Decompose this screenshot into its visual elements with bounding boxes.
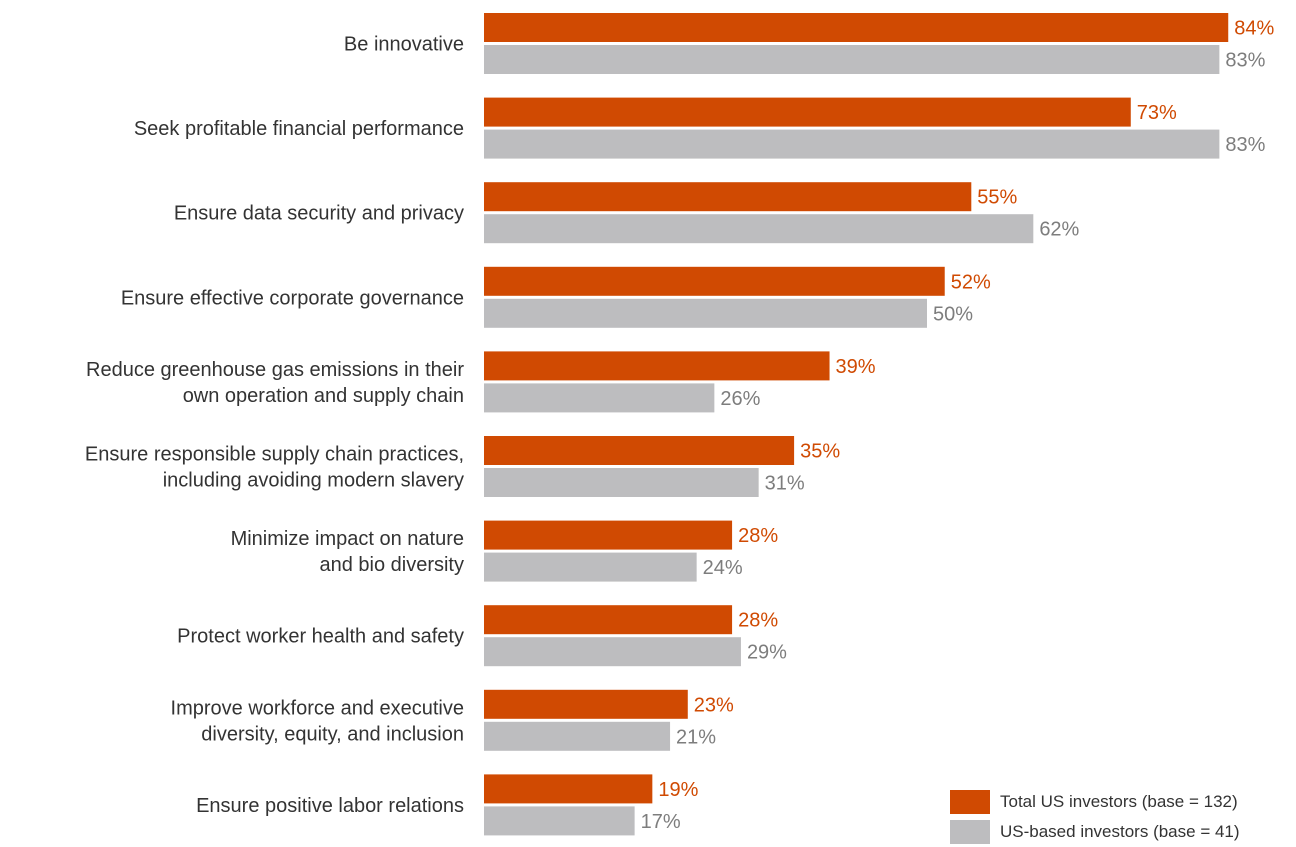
value-label-us-based: 17%	[641, 811, 681, 833]
bar-us-based	[484, 298, 927, 328]
legend-label-us-based: US-based investors (base = 41)	[1000, 822, 1240, 841]
category-label: Protect worker health and safety	[177, 626, 464, 648]
value-label-us-based: 83%	[1225, 50, 1265, 72]
legend-item-total: Total US investors (base = 132)	[950, 787, 1240, 817]
category-label: Seek profitable financial performance	[134, 118, 464, 140]
bar-us-based	[484, 214, 1034, 244]
category-label: Ensure responsible supply chain practice…	[85, 444, 464, 492]
bar-total-us	[484, 97, 1131, 127]
bar-us-based	[484, 45, 1220, 74]
value-label-total-us: 28%	[738, 610, 778, 632]
bar-us-based	[484, 552, 697, 582]
bar-total-us	[484, 266, 945, 296]
category-label: Ensure data security and privacy	[174, 203, 464, 225]
category-label: Ensure positive labor relations	[196, 795, 464, 817]
value-label-us-based: 29%	[747, 642, 787, 664]
value-label-us-based: 26%	[720, 388, 760, 410]
category-label: Be innovative	[344, 34, 464, 56]
bar-us-based	[484, 129, 1220, 159]
bar-us-based	[484, 721, 671, 751]
category-label: Minimize impact on nature and bio diversi…	[231, 528, 464, 576]
bar-total-us	[484, 351, 830, 381]
bar-total-us	[484, 520, 733, 550]
bar-us-based	[484, 637, 741, 667]
value-label-total-us: 35%	[800, 441, 840, 463]
legend-label-total: Total US investors (base = 132)	[1000, 792, 1238, 811]
value-label-total-us: 84%	[1234, 18, 1274, 40]
value-label-us-based: 21%	[676, 726, 716, 748]
bar-total-us	[484, 774, 653, 804]
bar-total-us	[484, 689, 688, 719]
value-label-total-us: 73%	[1137, 102, 1177, 124]
value-label-us-based: 62%	[1039, 219, 1079, 241]
bar-us-based	[484, 468, 759, 497]
legend-item-us-based: US-based investors (base = 41)	[950, 817, 1240, 847]
value-label-total-us: 23%	[694, 694, 734, 716]
bar-total-us	[484, 13, 1229, 42]
value-label-us-based: 31%	[765, 473, 805, 495]
value-label-us-based: 83%	[1225, 134, 1265, 156]
value-label-total-us: 39%	[836, 356, 876, 378]
value-label-total-us: 19%	[658, 779, 698, 801]
legend-swatch-us-based	[950, 820, 990, 844]
bar-us-based	[484, 806, 635, 836]
value-label-total-us: 55%	[977, 187, 1017, 209]
value-label-us-based: 24%	[703, 557, 743, 579]
legend-swatch-total	[950, 790, 990, 814]
value-label-total-us: 52%	[951, 271, 991, 293]
bar-total-us	[484, 436, 795, 465]
category-label: Reduce greenhouse gas emissions in their…	[86, 359, 464, 407]
category-label: Ensure effective corporate governance	[121, 287, 464, 309]
bar-total-us	[484, 605, 733, 635]
category-label: Improve workforce and executive diversity…	[171, 697, 464, 745]
bar-total-us	[484, 182, 972, 212]
bar-us-based	[484, 383, 715, 413]
chart-legend: Total US investors (base = 132) US-based…	[950, 787, 1240, 847]
value-label-us-based: 50%	[933, 303, 973, 325]
value-label-total-us: 28%	[738, 525, 778, 547]
